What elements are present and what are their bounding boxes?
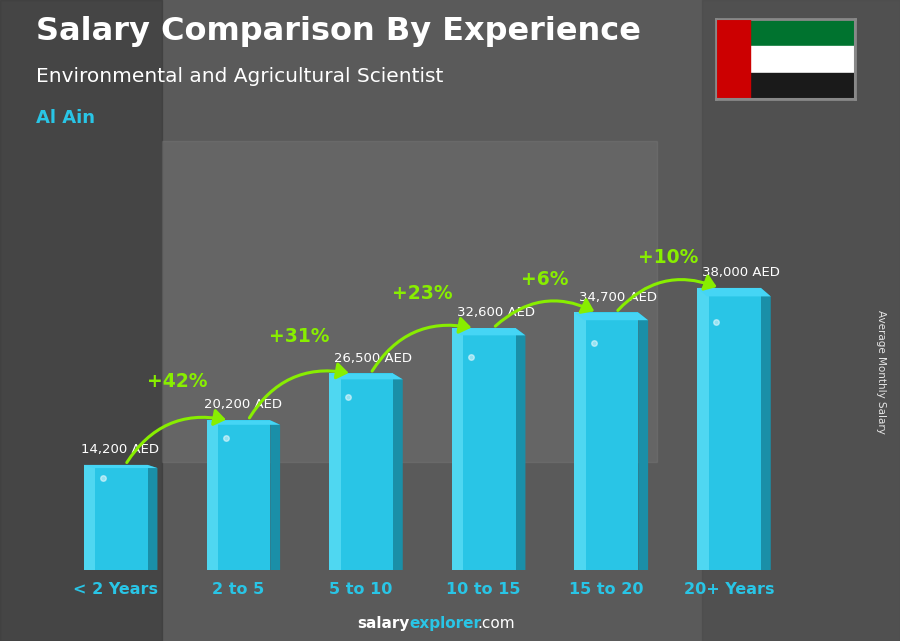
Bar [702, 0, 900, 641]
FancyArrowPatch shape [372, 319, 469, 371]
Polygon shape [574, 312, 648, 320]
Bar [452, 328, 516, 570]
Text: +23%: +23% [392, 284, 453, 303]
Polygon shape [760, 288, 770, 570]
Bar [329, 374, 340, 570]
Bar [84, 465, 148, 570]
Bar [716, 19, 751, 99]
Polygon shape [84, 465, 158, 468]
Text: Salary Comparison By Experience: Salary Comparison By Experience [36, 16, 641, 47]
Text: explorer: explorer [410, 617, 482, 631]
FancyArrowPatch shape [127, 411, 223, 463]
Text: 26,500 AED: 26,500 AED [334, 351, 412, 365]
FancyArrowPatch shape [617, 276, 715, 310]
FancyArrowPatch shape [495, 300, 592, 326]
Bar [206, 420, 218, 570]
Text: +6%: +6% [521, 271, 569, 290]
Text: Average Monthly Salary: Average Monthly Salary [877, 310, 886, 434]
Text: 38,000 AED: 38,000 AED [702, 266, 780, 279]
Text: Al Ain: Al Ain [36, 109, 95, 127]
Bar [574, 312, 586, 570]
Text: Environmental and Agricultural Scientist: Environmental and Agricultural Scientist [36, 67, 444, 87]
Bar [452, 328, 464, 570]
Text: .com: .com [477, 617, 515, 631]
Bar [206, 420, 270, 570]
Text: 14,200 AED: 14,200 AED [81, 443, 159, 456]
Bar [162, 141, 657, 462]
Polygon shape [452, 328, 526, 335]
Text: +42%: +42% [147, 372, 207, 390]
FancyArrowPatch shape [249, 364, 346, 418]
Polygon shape [206, 420, 280, 425]
Bar [574, 312, 638, 570]
Bar [329, 374, 393, 570]
Bar [716, 72, 855, 99]
Bar [716, 46, 855, 72]
Text: 34,700 AED: 34,700 AED [580, 290, 657, 304]
Text: +10%: +10% [637, 248, 698, 267]
Bar [0, 0, 162, 641]
Text: salary: salary [357, 617, 410, 631]
Bar [698, 288, 708, 570]
Text: +31%: +31% [269, 327, 330, 346]
Polygon shape [638, 312, 648, 570]
Bar [716, 19, 855, 46]
Bar [698, 288, 760, 570]
Text: 20,200 AED: 20,200 AED [204, 398, 282, 412]
Polygon shape [516, 328, 526, 570]
Polygon shape [148, 465, 157, 570]
Polygon shape [329, 374, 403, 379]
Polygon shape [270, 420, 280, 570]
Polygon shape [698, 288, 770, 296]
Text: 32,600 AED: 32,600 AED [456, 306, 535, 319]
Polygon shape [393, 374, 403, 570]
Bar [84, 465, 95, 570]
